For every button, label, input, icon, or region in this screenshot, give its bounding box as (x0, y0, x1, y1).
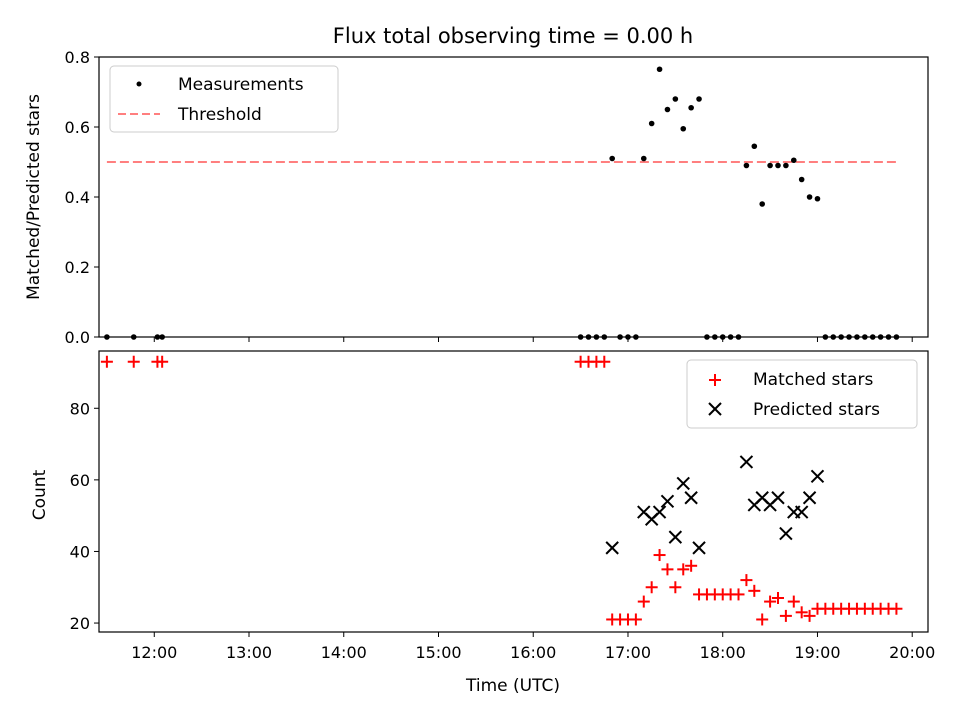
predicted-star-point (684, 491, 698, 505)
bottom-legend: Matched stars Predicted stars (686, 359, 918, 429)
measurement-point (814, 195, 821, 202)
bottom-xtick-label: 13:00 (226, 643, 272, 662)
predicted-star-point (605, 541, 619, 555)
legend-marker-measurements (136, 81, 142, 87)
matched-star-point (787, 595, 800, 608)
legend-marker-matched (709, 374, 721, 386)
bottom-xtick-label: 17:00 (605, 643, 651, 662)
predicted-star-point (692, 541, 706, 555)
matched-star-point (795, 606, 808, 619)
measurement-point (609, 155, 615, 162)
matched-star-point (779, 609, 792, 622)
predicted-star-point (668, 530, 683, 544)
measurement-point (688, 104, 694, 111)
bottom-ylabel: Count (30, 469, 50, 520)
bottom-plot-area (100, 355, 903, 626)
bottom-axes-frame (98, 350, 929, 633)
matched-star-point (771, 591, 784, 604)
legend-label-predicted: Predicted stars (753, 400, 880, 420)
top-ytick-label: 0.8 (65, 48, 90, 67)
matched-star-point (637, 595, 650, 608)
bottom-ytick-label: 60 (70, 471, 90, 490)
predicted-star-point (739, 455, 754, 469)
matched-star-point (890, 602, 903, 615)
legend-label-matched: Matched stars (753, 370, 873, 390)
measurement-point (806, 194, 813, 200)
bottom-xtick-label: 19:00 (794, 643, 840, 662)
predicted-star-point (660, 494, 675, 509)
measurement-point (783, 162, 789, 169)
measurement-point (759, 201, 765, 207)
measurement-point (656, 66, 663, 73)
matched-star-point (100, 355, 113, 368)
top-ytick-label: 0.4 (65, 188, 90, 207)
matched-star-point (803, 609, 816, 622)
legend-label-measurements: Measurements (178, 75, 304, 95)
top-ytick-label: 0.6 (65, 118, 90, 137)
top-ylabel: Matched/Predicted stars (24, 94, 44, 300)
measurement-point (664, 106, 671, 113)
measurement-point (680, 125, 687, 132)
predicted-star-point (652, 505, 667, 519)
matched-star-point (669, 581, 682, 594)
matched-star-point (629, 613, 642, 626)
legend-marker-predicted (708, 402, 722, 416)
matched-star-point (653, 549, 666, 562)
measurement-point (640, 155, 647, 162)
bottom-xtick-label: 18:00 (700, 643, 746, 662)
matched-star-point (598, 355, 611, 368)
top-ytick-label: 0.2 (65, 258, 90, 277)
measurement-point (775, 162, 781, 169)
matched-star-point (156, 355, 169, 368)
bottom-xtick-label: 16:00 (510, 643, 556, 662)
matched-star-point (732, 588, 745, 601)
matched-star-point (748, 584, 761, 597)
matched-star-point (127, 355, 140, 368)
measurement-point (672, 96, 679, 102)
bottom-ytick-label: 40 (70, 542, 90, 561)
predicted-star-point (676, 476, 690, 491)
predicted-star-point (779, 526, 793, 541)
chart-title: Flux total observing time = 0.00 h (333, 24, 693, 48)
matched-star-point (645, 581, 658, 594)
measurement-point (751, 143, 758, 150)
matched-star-point (677, 563, 690, 576)
bottom-ytick-label: 20 (70, 614, 90, 633)
bottom-ytick-label: 80 (70, 399, 90, 418)
measurement-point (696, 96, 702, 102)
measurement-point (767, 162, 773, 169)
measurement-point (648, 120, 655, 127)
matched-star-point (740, 574, 753, 587)
predicted-star-point (802, 491, 817, 505)
predicted-star-point (771, 491, 785, 505)
measurement-point (798, 176, 805, 183)
matched-star-point (661, 563, 674, 576)
matched-star-point (764, 595, 777, 608)
predicted-star-point (794, 505, 809, 519)
top-ytick-label: 0.0 (65, 328, 90, 347)
bottom-xtick-label: 20:00 (889, 643, 935, 662)
matched-star-point (685, 559, 698, 572)
bottom-xtick-label: 15:00 (415, 643, 461, 662)
measurement-point (790, 157, 797, 164)
top-legend-box (109, 65, 339, 133)
top-legend: Measurements Threshold (109, 65, 339, 133)
matched-star-point (756, 613, 769, 626)
bottom-legend-box (686, 359, 918, 429)
legend-label-threshold: Threshold (177, 105, 262, 125)
bottom-xlabel: Time (UTC) (465, 676, 560, 696)
measurement-point (743, 162, 750, 169)
bottom-xtick-label: 12:00 (131, 643, 177, 662)
bottom-xtick-label: 14:00 (321, 643, 367, 662)
predicted-star-point (810, 469, 825, 483)
